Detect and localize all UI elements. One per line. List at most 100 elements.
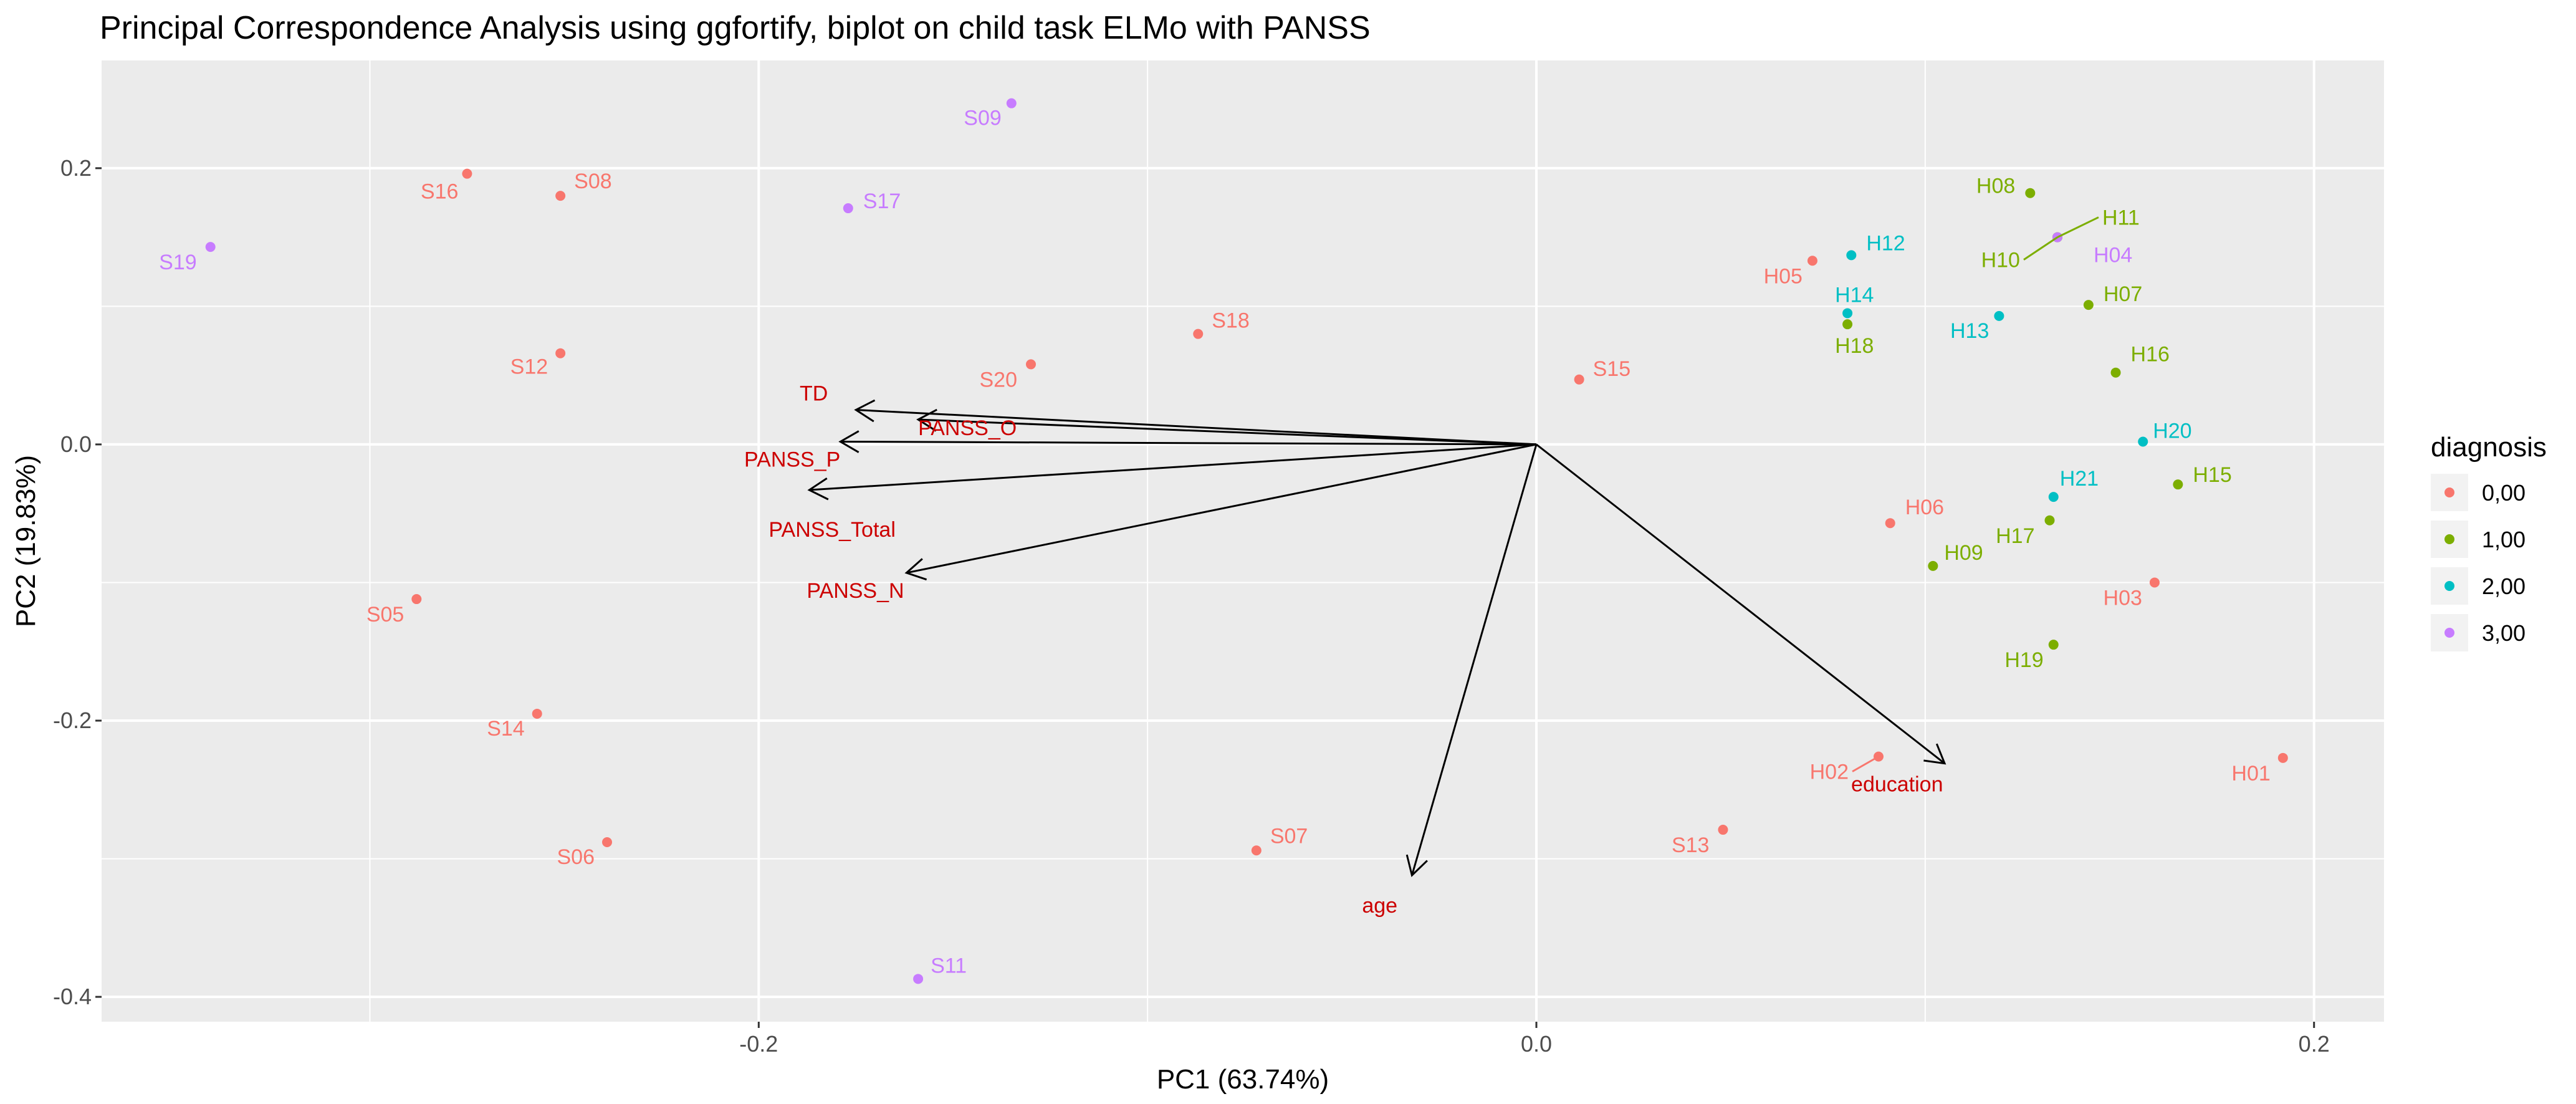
loading-label: PANSS_O: [918, 416, 1017, 440]
legend-key-point: [2444, 628, 2454, 638]
legend-key-point: [2444, 534, 2454, 544]
data-point: [843, 203, 853, 214]
loading-label: TD: [800, 382, 828, 406]
data-point: [411, 594, 422, 605]
data-point: [555, 348, 566, 358]
y-tick-label: 0.0: [60, 431, 92, 457]
loading-arrowhead: [1405, 854, 1428, 878]
data-points: [205, 98, 2288, 984]
legend-entries: 0,00 1,00 2,00 3,00: [2431, 474, 2526, 651]
data-point: [462, 168, 472, 179]
loading-label: PANSS_N: [807, 579, 904, 603]
point-label: S05: [366, 603, 405, 626]
loading-arrowhead: [807, 477, 829, 501]
data-point: [2083, 300, 2094, 310]
minor-gridlines: [102, 60, 2384, 1022]
data-point: [2110, 367, 2121, 378]
point-label: H13: [1950, 319, 1989, 343]
point-label: H04: [2094, 244, 2132, 267]
point-label: H09: [1944, 541, 1983, 565]
point-label: S12: [510, 355, 548, 379]
data-point: [2138, 436, 2148, 447]
legend-title: diagnosis: [2431, 432, 2547, 463]
data-point: [205, 242, 216, 252]
y-tick-label: 0.2: [60, 155, 92, 181]
legend-key-point: [2444, 581, 2454, 591]
data-point: [602, 837, 613, 847]
data-point: [2044, 515, 2055, 526]
point-label: H20: [2153, 419, 2191, 443]
loading-arrow: [809, 443, 1537, 491]
data-point: [1718, 825, 1728, 835]
x-axis-title: PC1 (63.74%): [1157, 1064, 1329, 1095]
point-label: H18: [1835, 334, 1874, 358]
data-point: [1026, 359, 1037, 370]
point-label: S20: [980, 368, 1018, 391]
point-label: H15: [2193, 463, 2231, 487]
point-label: S17: [863, 190, 901, 213]
y-tick-label: -0.2: [53, 708, 92, 733]
point-label: H01: [2231, 762, 2270, 785]
loading-label: PANSS_Total: [768, 518, 895, 542]
plot-panel: [102, 60, 2384, 1022]
loading-arrow: [918, 418, 1537, 446]
label-leader-line: [1852, 756, 1879, 772]
point-label: H12: [1866, 231, 1905, 255]
point-label: H05: [1764, 264, 1803, 288]
data-point: [1574, 374, 1584, 385]
data-point: [1994, 310, 2004, 321]
point-label: S14: [487, 717, 525, 741]
point-label: S11: [931, 954, 967, 977]
loading-arrow: [1410, 444, 1538, 876]
y-tick-label: -0.4: [53, 984, 92, 1009]
loading-label: PANSS_P: [744, 448, 840, 471]
loading-arrow: [1536, 443, 1945, 764]
x-axis-ticks: -0.2 0.0 0.2: [739, 1022, 2330, 1057]
point-label: H02: [1810, 761, 1849, 784]
point-label: S18: [1212, 309, 1250, 333]
data-point: [1842, 308, 1853, 319]
loading-arrow: [906, 443, 1537, 574]
data-point: [1928, 560, 1938, 571]
point-label: H11: [2102, 206, 2140, 230]
loading-arrowhead: [916, 408, 937, 432]
loading-label: education: [1851, 773, 1943, 797]
label-leader-line: [2057, 216, 2099, 238]
point-label: H19: [2004, 648, 2043, 672]
data-point: [1006, 98, 1017, 108]
major-gridlines: [102, 60, 2384, 1022]
point-label: H08: [1976, 175, 2015, 198]
data-point: [1193, 329, 1204, 339]
data-point: [555, 191, 566, 201]
data-point: [532, 708, 542, 719]
data-point: [1846, 250, 1857, 261]
legend-label: 3,00: [2482, 620, 2526, 646]
data-point: [1842, 319, 1853, 330]
legend-key-point: [2444, 487, 2454, 497]
data-point: [2048, 492, 2059, 502]
loading-arrowhead: [904, 558, 927, 581]
point-label: S13: [1672, 833, 1710, 857]
label-leader-line: [2023, 236, 2058, 261]
data-point: [2025, 188, 2036, 198]
point-label: H14: [1835, 283, 1874, 307]
loading-arrowhead: [1923, 743, 1946, 765]
x-tick-label: -0.2: [739, 1031, 778, 1057]
point-label: S16: [421, 180, 459, 204]
chart-title: Principal Correspondence Analysis using …: [100, 10, 1371, 46]
loading-labels: TD PANSS_O PANSS_P PANSS_Total PANSS_Neducat…: [744, 382, 1943, 918]
data-point: [2277, 752, 2288, 763]
point-label: S08: [574, 170, 612, 193]
point-label: H10: [1981, 249, 2020, 272]
legend-label: 1,00: [2482, 527, 2526, 552]
point-label: H21: [2060, 467, 2099, 491]
data-point: [1251, 845, 1262, 856]
point-label: S15: [1593, 357, 1631, 381]
legend-label: 2,00: [2482, 574, 2526, 599]
data-point: [1885, 518, 1895, 529]
point-label: H07: [2104, 282, 2142, 306]
loading-arrowhead: [854, 399, 876, 423]
loading-arrowhead: [838, 430, 859, 453]
legend: diagnosis 0,00 1,00 2,00 3,00: [2431, 432, 2547, 651]
data-point: [2173, 479, 2183, 490]
